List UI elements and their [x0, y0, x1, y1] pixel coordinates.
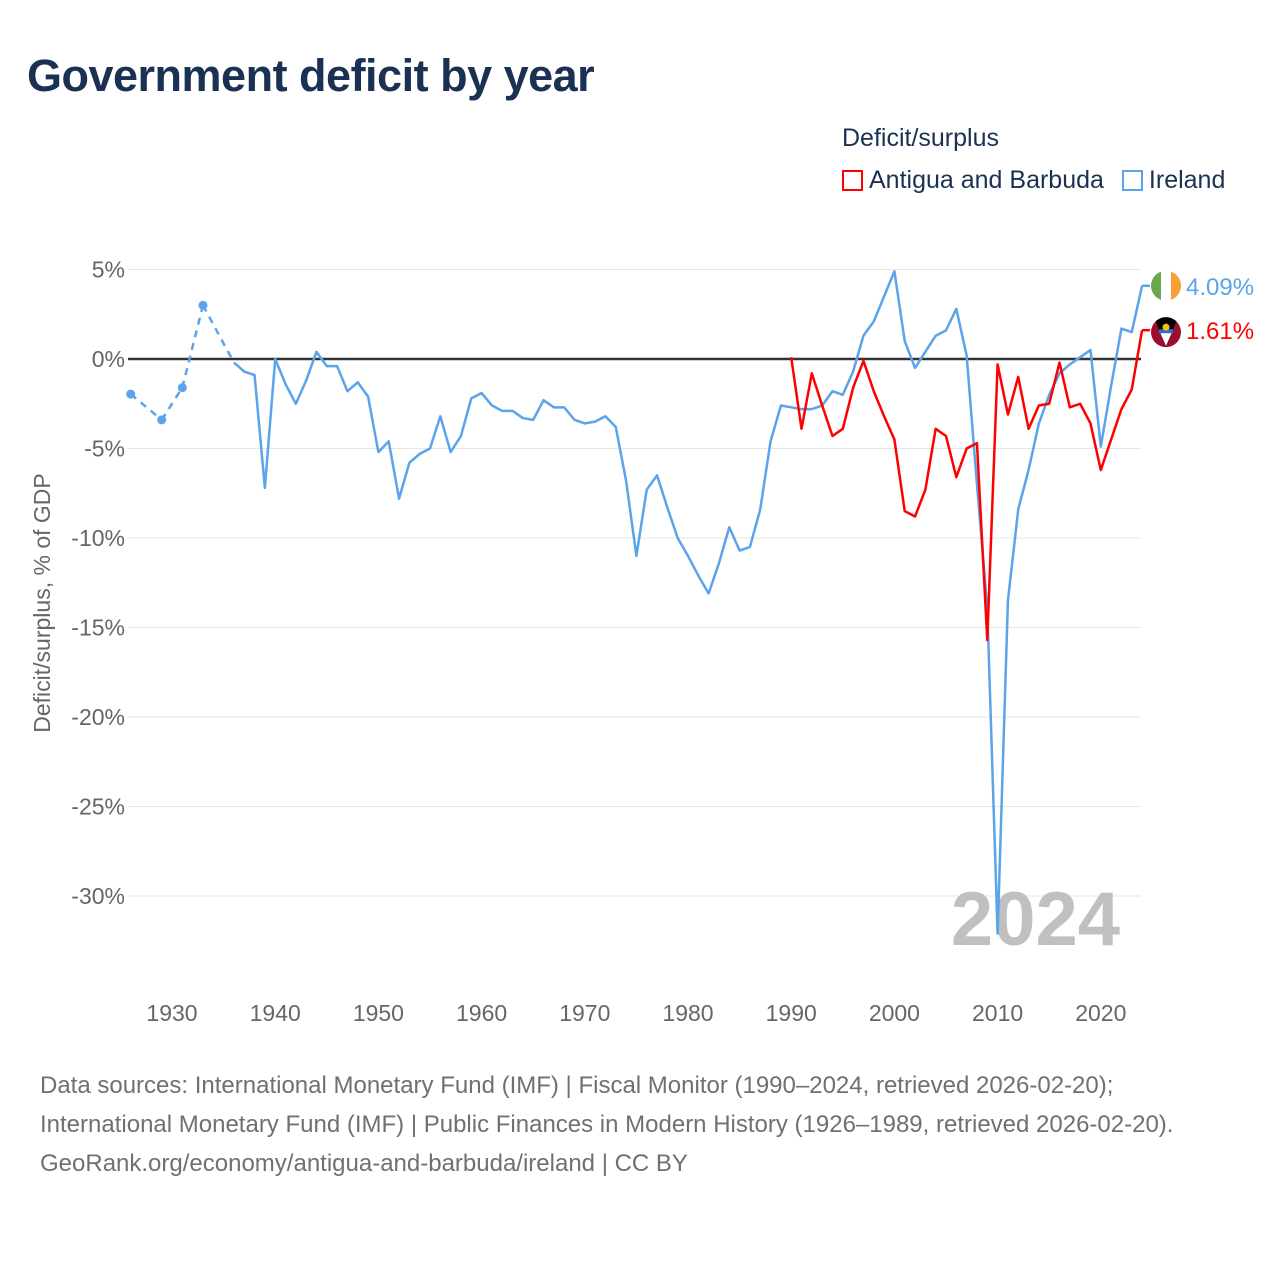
- series-line-ireland: [233, 270, 1144, 935]
- y-tick-label: -10%: [71, 525, 125, 551]
- x-tick-label: 1990: [766, 1000, 817, 1026]
- legend: Antigua and Barbuda Ireland: [842, 166, 1225, 195]
- legend-item-antigua[interactable]: Antigua and Barbuda: [842, 166, 1104, 195]
- series-gap-segment: [181, 304, 205, 388]
- series-gap-segment: [160, 386, 184, 421]
- x-tick-label: 1930: [146, 1000, 197, 1026]
- page-title: Government deficit by year: [27, 50, 595, 101]
- antigua-flag-icon: [1151, 317, 1181, 348]
- footer: Data sources: International Monetary Fun…: [40, 1066, 1240, 1183]
- x-tick-label: 2010: [972, 1000, 1023, 1026]
- x-tick-label: 1960: [456, 1000, 507, 1026]
- y-tick-label: -25%: [71, 794, 125, 820]
- x-tick-label: 1980: [662, 1000, 713, 1026]
- credit-link[interactable]: GeoRank.org/economy/antigua-and-barbuda/…: [40, 1150, 688, 1177]
- series-gap-segment: [129, 393, 163, 421]
- x-tick-label: 2020: [1075, 1000, 1126, 1026]
- end-label: 4.09%: [1186, 274, 1254, 301]
- legend-swatch-ireland: [1121, 170, 1143, 191]
- y-tick-label: 0%: [92, 346, 125, 372]
- x-tick-label: 1970: [559, 1000, 610, 1026]
- ireland-flag-icon: [1151, 270, 1181, 301]
- data-sources: Data sources: International Monetary Fun…: [40, 1072, 1174, 1138]
- y-tick-label: -30%: [71, 883, 125, 909]
- y-tick-label: -5%: [84, 436, 125, 462]
- legend-title: Deficit/surplus: [842, 124, 999, 152]
- x-tick-label: 2000: [869, 1000, 920, 1026]
- series-line-antigua: [789, 329, 1144, 642]
- y-tick-label: -15%: [71, 615, 125, 641]
- legend-swatch-antigua: [842, 170, 863, 191]
- end-label: 1.61%: [1186, 318, 1254, 345]
- x-tick-label: 1950: [353, 1000, 404, 1026]
- series-gap-segment: [201, 304, 236, 364]
- x-tick-label: 1940: [250, 1000, 301, 1026]
- y-tick-label: 5%: [92, 257, 125, 283]
- legend-label-ireland: Ireland: [1148, 166, 1226, 194]
- y-axis-label: Deficit/surplus, % of GDP: [29, 473, 55, 732]
- legend-item-ireland[interactable]: Ireland: [1121, 166, 1226, 195]
- year-watermark: 2024: [951, 877, 1120, 962]
- legend-label-antigua: Antigua and Barbuda: [869, 166, 1104, 194]
- y-tick-label: -20%: [71, 704, 125, 730]
